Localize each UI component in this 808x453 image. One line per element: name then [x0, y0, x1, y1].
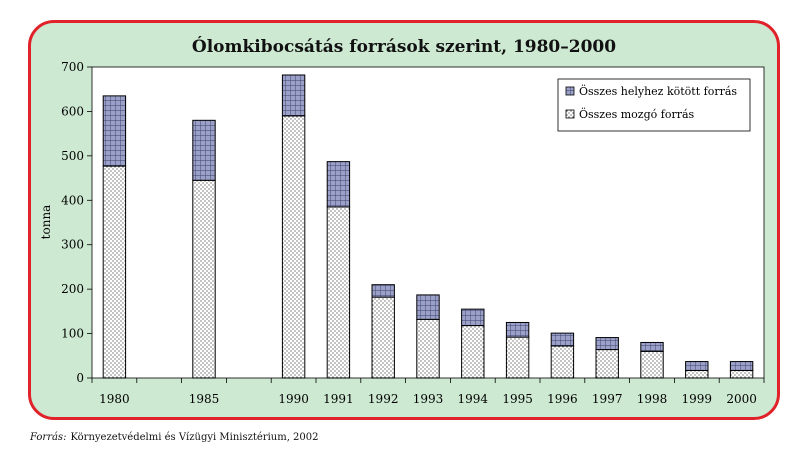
x-tick-label-1994: 1994 — [458, 392, 489, 406]
legend: Összes helyhez kötött forrás Összes mozg… — [557, 78, 751, 132]
x-tick-label-1990: 1990 — [278, 392, 309, 406]
y-tick-label-700: 700 — [61, 60, 84, 74]
bar-stationary-1985 — [192, 119, 216, 181]
y-tick-label-500: 500 — [61, 149, 84, 163]
bar-stationary-1997 — [595, 337, 619, 351]
bar-mobile-1993 — [416, 318, 440, 379]
bar-stationary-1999 — [685, 361, 709, 371]
bar-stationary-1993 — [416, 294, 440, 320]
x-tick-label-1980: 1980 — [99, 392, 130, 406]
bar-mobile-1985 — [192, 179, 216, 379]
bar-mobile-1994 — [461, 325, 485, 379]
x-tick-label-1991: 1991 — [323, 392, 354, 406]
x-tick-label-1999: 1999 — [682, 392, 713, 406]
bar-stationary-1994 — [461, 308, 485, 327]
bar-mobile-1992 — [371, 296, 395, 379]
y-tick-label-400: 400 — [61, 193, 84, 207]
bar-mobile-1991 — [326, 206, 351, 379]
y-axis-label: tonna — [39, 205, 53, 240]
bar-mobile-1990 — [281, 115, 306, 379]
chart-title: Ólomkibocsátás források szerint, 1980–20… — [191, 37, 617, 57]
legend-swatch-mobile — [565, 109, 575, 119]
legend-swatch-stationary — [565, 86, 575, 96]
source-note: Forrás: Környezetvédelmi és Vízügyi Minis… — [30, 432, 319, 443]
bar-stationary-1996 — [550, 332, 575, 347]
bar-mobile-1997 — [595, 349, 619, 379]
x-tick-label-1996: 1996 — [547, 392, 578, 406]
bar-mobile-1980 — [102, 165, 127, 379]
bar-stationary-2000 — [729, 361, 754, 371]
bar-stationary-1991 — [326, 161, 351, 208]
x-tick-label-1985: 1985 — [189, 392, 220, 406]
bar-stationary-1998 — [640, 341, 664, 352]
y-tick-label-100: 100 — [61, 327, 84, 341]
x-tick-label-1995: 1995 — [502, 392, 533, 406]
bar-mobile-2000 — [729, 369, 754, 379]
source-label: Forrás: — [30, 432, 67, 443]
bar-stationary-1995 — [505, 321, 530, 338]
bar-mobile-1995 — [505, 336, 530, 379]
y-tick-label-600: 600 — [61, 104, 84, 118]
legend-label-stationary: Összes helyhez kötött forrás — [579, 84, 737, 98]
x-tick-label-1997: 1997 — [592, 392, 623, 406]
legend-label-mobile: Összes mozgó forrás — [579, 107, 695, 121]
x-tick-label-1993: 1993 — [413, 392, 444, 406]
bar-stationary-1980 — [102, 95, 127, 167]
bar-stationary-1992 — [371, 284, 395, 298]
bar-mobile-1996 — [550, 345, 575, 379]
x-tick-label-1992: 1992 — [368, 392, 399, 406]
source-text: Környezetvédelmi és Vízügyi Minisztérium… — [70, 432, 319, 443]
bar-mobile-1999 — [685, 369, 709, 379]
y-tick-label-0: 0 — [76, 371, 84, 385]
legend-box — [557, 78, 751, 132]
y-tick-label-200: 200 — [61, 282, 84, 296]
y-tick-label-300: 300 — [61, 238, 84, 252]
x-tick-label-1998: 1998 — [637, 392, 668, 406]
bar-stationary-1990 — [281, 74, 306, 117]
x-tick-label-2000: 2000 — [726, 392, 757, 406]
bar-mobile-1998 — [640, 350, 664, 379]
